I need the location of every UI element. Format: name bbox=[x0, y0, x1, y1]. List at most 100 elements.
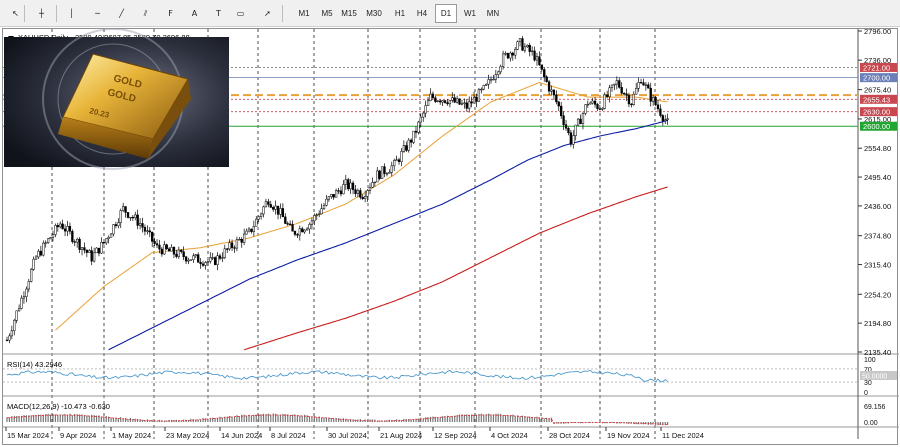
rsi-level-label: 100 bbox=[864, 357, 876, 364]
horizontal-line-icon[interactable]: ─ bbox=[95, 9, 100, 18]
candle-body bbox=[477, 89, 481, 102]
text-label-icon[interactable]: T bbox=[216, 9, 221, 18]
timeframe-m30-button[interactable]: M30 bbox=[366, 9, 382, 18]
candle-body bbox=[189, 259, 193, 261]
candle-body bbox=[243, 233, 246, 243]
candle-body bbox=[228, 242, 231, 250]
candle-body bbox=[402, 145, 406, 152]
vertical-line-icon[interactable]: │ bbox=[69, 9, 74, 18]
candle-body bbox=[141, 223, 144, 228]
candle-body bbox=[407, 139, 410, 151]
text-tool-icon[interactable]: A bbox=[191, 9, 198, 18]
timeframe-m1-button[interactable]: M1 bbox=[298, 9, 310, 18]
candle-body bbox=[414, 130, 418, 133]
candle-body bbox=[318, 213, 321, 215]
x-tick-label: 4 Oct 2024 bbox=[491, 431, 528, 440]
arrows-icon[interactable]: ➚ bbox=[264, 9, 271, 18]
timeframe-d1-button[interactable]: D1 bbox=[435, 4, 457, 23]
candle-body bbox=[27, 281, 30, 290]
candle-body bbox=[211, 257, 214, 259]
timeframe-h1-button[interactable]: H1 bbox=[394, 9, 406, 18]
y-tick-label: 2675.40 bbox=[864, 86, 891, 95]
crosshair-icon[interactable]: ┼ bbox=[39, 9, 44, 18]
candle-body bbox=[34, 256, 38, 260]
candle-body bbox=[262, 206, 265, 215]
candle-body bbox=[596, 104, 599, 109]
macd-level-label: 0.00 bbox=[864, 420, 878, 427]
candle-body bbox=[310, 220, 314, 225]
candle-body bbox=[269, 204, 272, 208]
equidistant-channel-icon[interactable]: ⫽ bbox=[143, 8, 148, 18]
candle-body bbox=[216, 255, 219, 265]
candle-body bbox=[463, 102, 466, 104]
candle-body bbox=[284, 216, 287, 224]
candle-body bbox=[124, 206, 127, 213]
candle-body bbox=[506, 53, 510, 59]
candle-body bbox=[226, 248, 229, 250]
x-tick-label: 14 Jun 2024 bbox=[221, 431, 262, 440]
candle-body bbox=[117, 222, 120, 227]
fibonacci-icon[interactable]: F bbox=[168, 9, 173, 18]
candle-body bbox=[204, 262, 207, 266]
candle-body bbox=[347, 179, 350, 190]
candle-body bbox=[238, 239, 241, 241]
candle-body bbox=[637, 82, 640, 89]
candle-body bbox=[593, 100, 597, 105]
candle-body bbox=[499, 66, 502, 73]
candle-body bbox=[460, 103, 464, 105]
cursor-arrow-icon[interactable]: ↖ bbox=[12, 9, 19, 18]
trendline-icon[interactable]: ╱ bbox=[119, 9, 124, 18]
candle-body bbox=[298, 228, 301, 236]
candle-body bbox=[453, 97, 456, 103]
candle-body bbox=[42, 242, 45, 256]
x-tick-label: 1 May 2024 bbox=[112, 431, 151, 440]
timeframe-mn-button[interactable]: MN bbox=[486, 9, 500, 18]
timeframe-m5-button[interactable]: M5 bbox=[321, 9, 333, 18]
candle-body bbox=[468, 101, 471, 109]
candle-body bbox=[625, 93, 628, 96]
timeframe-w1-button[interactable]: W1 bbox=[464, 9, 476, 18]
candle-body bbox=[146, 230, 149, 232]
macd-histogram bbox=[6, 413, 669, 426]
candle-body bbox=[455, 98, 459, 103]
candle-body bbox=[233, 247, 236, 249]
candle-body bbox=[465, 102, 468, 109]
candle-body bbox=[417, 121, 420, 133]
price-chart[interactable]: 2796.00 2736.00 2675.40 2615.00 2554.80 2495.… bbox=[3, 27, 899, 446]
candle-body bbox=[85, 249, 89, 253]
candle-body bbox=[598, 108, 602, 110]
candle-body bbox=[158, 244, 161, 250]
candle-body bbox=[250, 228, 253, 232]
candle-body bbox=[5, 339, 9, 342]
timeframe-m15-button[interactable]: M15 bbox=[341, 9, 357, 18]
timeframe-h4-button[interactable]: H4 bbox=[416, 9, 428, 18]
candle-body bbox=[259, 213, 263, 217]
candle-body bbox=[351, 182, 355, 190]
candle-body bbox=[385, 173, 389, 175]
rectangle-label-icon[interactable]: ▭ bbox=[236, 9, 245, 18]
price-label-text: 2655.43 bbox=[863, 95, 890, 104]
candle-body bbox=[325, 198, 328, 206]
candle-body bbox=[451, 97, 454, 101]
candle-body bbox=[44, 242, 47, 244]
candle-body bbox=[240, 239, 243, 243]
y-tick-label: 2254.20 bbox=[864, 290, 891, 299]
macd-signal-line bbox=[6, 414, 668, 425]
candle-body bbox=[167, 248, 171, 252]
candle-body bbox=[102, 241, 105, 244]
gold-bar-end bbox=[148, 79, 191, 159]
candle-body bbox=[83, 247, 86, 251]
candle-body bbox=[148, 230, 151, 233]
candle-body bbox=[434, 97, 437, 102]
price-label-box bbox=[860, 62, 897, 72]
candle-body bbox=[30, 269, 33, 282]
chart-window[interactable]: 2796.00 2736.00 2675.40 2615.00 2554.80 2495.… bbox=[2, 27, 899, 446]
candle-body bbox=[613, 83, 616, 86]
candle-body bbox=[92, 252, 96, 262]
y-tick-label: 2796.00 bbox=[864, 29, 891, 36]
candle-body bbox=[521, 38, 524, 51]
candle-body bbox=[383, 166, 386, 174]
candle-body bbox=[182, 251, 185, 258]
candle-body bbox=[419, 116, 422, 123]
rsi-level-label: 30 bbox=[864, 380, 872, 387]
